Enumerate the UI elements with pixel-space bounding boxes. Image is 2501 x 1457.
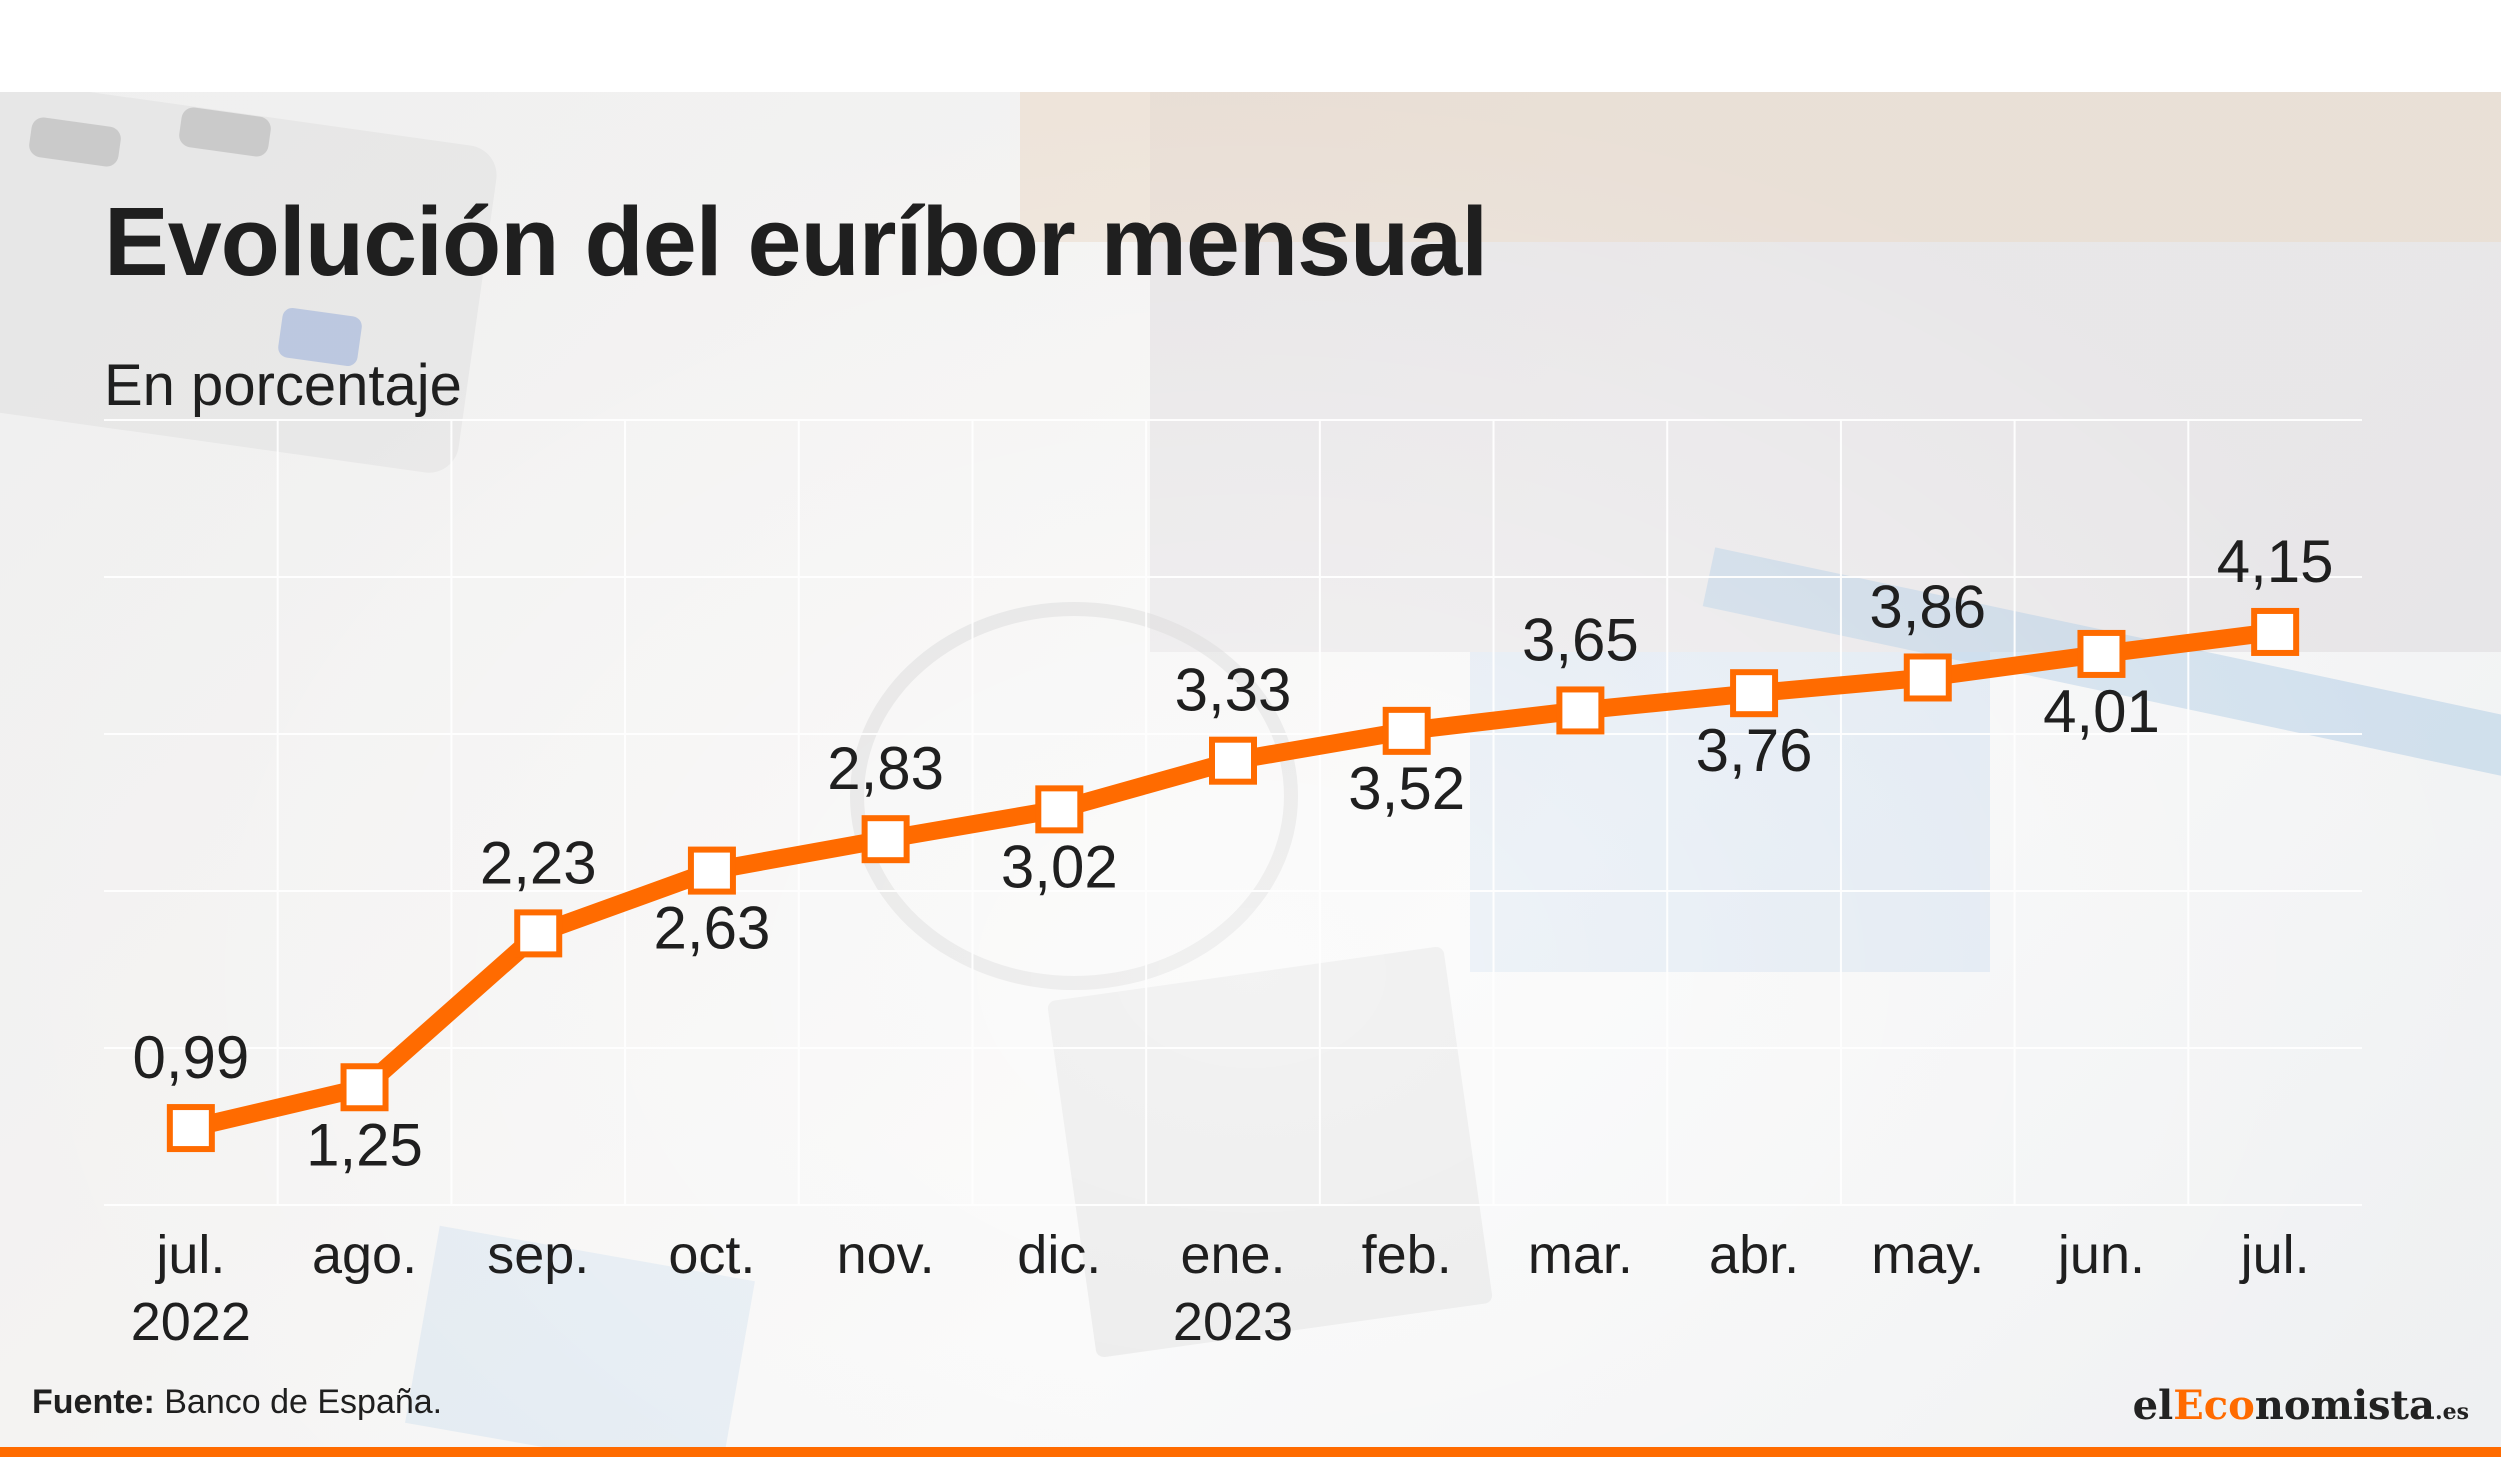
x-tick-label: ago. <box>312 1225 417 1285</box>
x-tick-label: mar. <box>1528 1225 1633 1285</box>
data-label: 1,25 <box>306 1111 423 1178</box>
chart-title: Evolución del euríbor mensual <box>104 187 1488 296</box>
data-label: 3,65 <box>1522 606 1639 673</box>
data-label: 4,15 <box>2217 528 2334 595</box>
data-point-marker <box>340 1063 389 1112</box>
data-label: 3,33 <box>1175 657 1292 724</box>
data-label: 2,83 <box>827 735 944 802</box>
data-label: 3,52 <box>1348 755 1465 822</box>
x-tick-label: jul. <box>154 1225 225 1285</box>
data-point-marker <box>1209 736 1257 785</box>
logo-rest: nomista <box>2254 1382 2435 1429</box>
data-label: 4,01 <box>2043 678 2160 745</box>
eleconomista-logo[interactable]: elEconomista.es <box>2133 1382 2469 1429</box>
x-tick-label: jun. <box>2056 1225 2145 1285</box>
data-point-marker <box>687 846 736 895</box>
x-tick-label: oct. <box>668 1225 755 1285</box>
data-label: 3,02 <box>1001 833 1118 900</box>
data-point-marker <box>514 909 563 958</box>
data-label: 2,23 <box>480 829 597 896</box>
source-note: Fuente: Banco de España. <box>32 1383 442 1422</box>
data-label: 3,86 <box>1869 573 1986 640</box>
data-point-marker <box>861 815 910 864</box>
x-tick-label: dic. <box>1017 1225 1101 1285</box>
x-tick-label: abr. <box>1709 1225 1799 1285</box>
logo-tld: .es <box>2434 1399 2469 1425</box>
data-point-marker <box>1730 669 1779 718</box>
source-text: Banco de España. <box>164 1383 443 1421</box>
x-tick-label: 2022 <box>131 1292 251 1352</box>
data-point-marker <box>1903 653 1952 702</box>
x-tick-label: nov. <box>837 1225 935 1285</box>
data-point-marker <box>1382 706 1431 755</box>
data-point-marker <box>166 1104 215 1153</box>
chart-subtitle: En porcentaje <box>104 353 462 418</box>
data-point-marker <box>2077 629 2126 678</box>
x-tick-label: sep. <box>487 1225 589 1285</box>
x-tick-label: feb. <box>1362 1225 1452 1285</box>
data-label: 0,99 <box>132 1024 249 1091</box>
source-label: Fuente: <box>32 1383 155 1421</box>
data-label: 2,63 <box>654 895 771 962</box>
data-point-marker <box>1556 686 1605 735</box>
logo-accent: Eco <box>2173 1382 2255 1429</box>
data-label: 3,76 <box>1696 717 1813 784</box>
logo-el: el <box>2132 1382 2174 1429</box>
data-point-marker <box>1035 785 1084 834</box>
x-tick-label: 2023 <box>1173 1292 1293 1352</box>
x-tick-label: may. <box>1871 1225 1984 1285</box>
x-tick-label: ene. <box>1180 1225 1285 1285</box>
bottom-accent-bar <box>0 1447 2501 1457</box>
x-tick-label: jul. <box>2239 1225 2310 1285</box>
data-point-marker <box>2251 607 2300 656</box>
